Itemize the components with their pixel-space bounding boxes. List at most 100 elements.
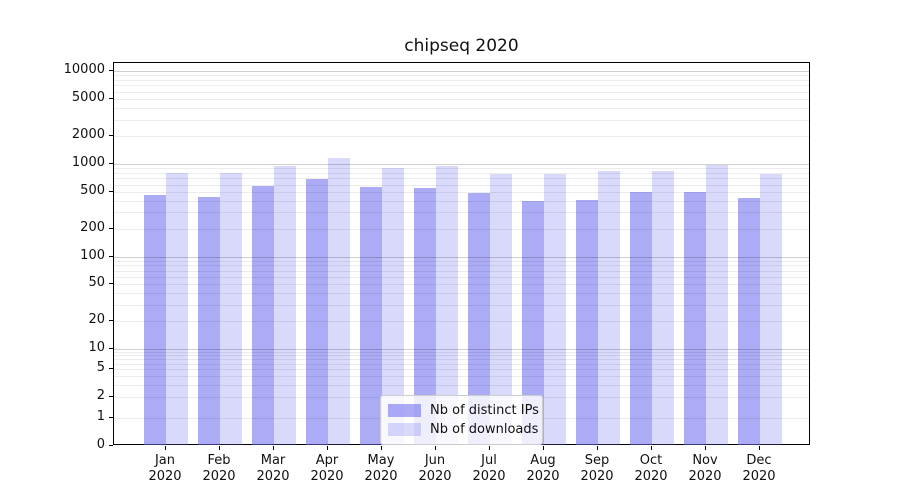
minor-gridline xyxy=(114,364,809,365)
bar-distinct-ips xyxy=(522,200,544,445)
x-tick-label: Aug 2020 xyxy=(526,453,560,484)
bar-downloads xyxy=(274,166,296,445)
minor-gridline xyxy=(114,85,809,86)
bar-distinct-ips xyxy=(306,178,328,445)
minor-gridline xyxy=(114,265,809,266)
grid-layer xyxy=(114,63,809,444)
minor-gridline xyxy=(114,321,809,322)
minor-gridline xyxy=(114,185,809,186)
y-tick-mark xyxy=(109,320,113,321)
legend-swatch-downloads xyxy=(388,423,421,436)
y-tick-mark xyxy=(109,283,113,284)
bar-distinct-ips xyxy=(252,185,274,445)
x-tick-mark xyxy=(705,446,706,450)
y-tick-mark xyxy=(109,163,113,164)
minor-gridline xyxy=(114,376,809,377)
bar-downloads xyxy=(382,167,404,445)
minor-gridline xyxy=(114,108,809,109)
minor-gridline xyxy=(114,92,809,93)
x-tick-mark xyxy=(651,446,652,450)
x-tick-mark xyxy=(435,446,436,450)
minor-gridline xyxy=(114,229,809,230)
bars-layer xyxy=(114,63,809,445)
x-tick-mark xyxy=(165,446,166,450)
legend-swatch-distinct-ips xyxy=(388,404,421,417)
minor-gridline xyxy=(114,80,809,81)
x-tick-label: Jan 2020 xyxy=(148,453,182,484)
plot-area xyxy=(113,62,810,445)
bar-distinct-ips xyxy=(630,191,652,445)
x-tick-label: Oct 2020 xyxy=(634,453,668,484)
x-tick-mark xyxy=(219,446,220,450)
minor-gridline xyxy=(114,136,809,137)
minor-gridline xyxy=(114,201,809,202)
bar-distinct-ips xyxy=(738,197,760,445)
minor-gridline xyxy=(114,352,809,353)
minor-gridline xyxy=(114,192,809,193)
major-gridline xyxy=(114,257,809,258)
y-tick-mark xyxy=(109,98,113,99)
bar-distinct-ips xyxy=(144,195,166,445)
x-tick-label: Dec 2020 xyxy=(742,453,776,484)
bar-downloads xyxy=(598,171,620,445)
minor-gridline xyxy=(114,99,809,100)
minor-gridline xyxy=(114,212,809,213)
y-tick-label: 50 xyxy=(88,275,105,290)
y-tick-label: 2000 xyxy=(71,127,105,142)
y-tick-label: 2 xyxy=(96,388,105,403)
y-tick-mark xyxy=(109,70,113,71)
x-tick-label: May 2020 xyxy=(364,453,398,484)
minor-gridline xyxy=(114,120,809,121)
minor-gridline xyxy=(114,178,809,179)
bar-downloads xyxy=(652,171,674,445)
minor-gridline xyxy=(114,261,809,262)
x-tick-mark xyxy=(489,446,490,450)
legend-label-distinct-ips: Nb of distinct IPs xyxy=(430,403,539,418)
legend-label-downloads: Nb of downloads xyxy=(430,422,539,437)
y-tick-label: 5 xyxy=(96,360,105,375)
y-tick-mark xyxy=(109,396,113,397)
x-tick-label: Apr 2020 xyxy=(310,453,344,484)
major-gridline xyxy=(114,71,809,72)
bar-distinct-ips xyxy=(576,199,598,445)
major-gridline xyxy=(114,349,809,350)
minor-gridline xyxy=(114,293,809,294)
minor-gridline xyxy=(114,277,809,278)
x-tick-label: Nov 2020 xyxy=(688,453,722,484)
minor-gridline xyxy=(114,168,809,169)
minor-gridline xyxy=(114,355,809,356)
y-tick-label: 500 xyxy=(80,183,105,198)
x-tick-mark xyxy=(273,446,274,450)
y-tick-mark xyxy=(109,228,113,229)
x-tick-mark xyxy=(327,446,328,450)
y-tick-label: 20 xyxy=(88,312,105,327)
x-tick-mark xyxy=(543,446,544,450)
bar-downloads xyxy=(328,157,350,445)
minor-gridline xyxy=(114,284,809,285)
y-tick-mark xyxy=(109,348,113,349)
bar-downloads xyxy=(166,172,188,445)
x-tick-mark xyxy=(381,446,382,450)
major-gridline xyxy=(114,164,809,165)
bar-downloads xyxy=(490,173,512,445)
bar-distinct-ips xyxy=(198,196,220,445)
minor-gridline xyxy=(114,385,809,386)
y-tick-mark xyxy=(109,417,113,418)
minor-gridline xyxy=(114,173,809,174)
chart-title: chipseq 2020 xyxy=(404,36,519,56)
legend-entry-downloads: Nb of downloads xyxy=(388,421,538,438)
y-tick-label: 1 xyxy=(96,409,105,424)
legend-entry-distinct-ips: Nb of distinct IPs xyxy=(388,402,539,419)
x-tick-mark xyxy=(597,446,598,450)
minor-gridline xyxy=(114,369,809,370)
y-tick-label: 1000 xyxy=(71,155,105,170)
bar-distinct-ips xyxy=(360,186,382,445)
minor-gridline xyxy=(114,271,809,272)
x-tick-label: Feb 2020 xyxy=(202,453,236,484)
y-tick-label: 5000 xyxy=(71,90,105,105)
x-tick-mark xyxy=(759,446,760,450)
bar-downloads xyxy=(544,173,566,445)
x-tick-label: Mar 2020 xyxy=(256,453,290,484)
minor-gridline xyxy=(114,75,809,76)
